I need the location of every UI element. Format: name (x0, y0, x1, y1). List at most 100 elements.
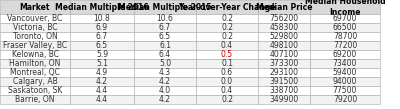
Text: 77500: 77500 (333, 86, 357, 95)
FancyBboxPatch shape (134, 68, 196, 77)
Text: Hamilton, ON: Hamilton, ON (9, 59, 61, 68)
FancyBboxPatch shape (0, 41, 70, 50)
FancyBboxPatch shape (258, 23, 310, 32)
FancyBboxPatch shape (70, 23, 134, 32)
Text: 458300: 458300 (270, 23, 298, 32)
Text: Median Price: Median Price (256, 3, 312, 12)
Text: 5.0: 5.0 (159, 59, 171, 68)
Text: 6.7: 6.7 (96, 32, 108, 41)
Text: 66500: 66500 (333, 23, 357, 32)
Text: 6.9: 6.9 (96, 23, 108, 32)
FancyBboxPatch shape (196, 59, 258, 68)
FancyBboxPatch shape (258, 86, 310, 95)
Text: 6.7: 6.7 (159, 23, 171, 32)
FancyBboxPatch shape (0, 0, 70, 14)
FancyBboxPatch shape (196, 77, 258, 86)
FancyBboxPatch shape (134, 50, 196, 59)
Text: 498100: 498100 (270, 41, 298, 50)
Text: 5.9: 5.9 (96, 50, 108, 59)
FancyBboxPatch shape (310, 68, 380, 77)
FancyBboxPatch shape (258, 50, 310, 59)
Text: 73400: 73400 (333, 59, 357, 68)
Text: Median Household Income: Median Household Income (305, 0, 385, 17)
FancyBboxPatch shape (196, 86, 258, 95)
FancyBboxPatch shape (0, 59, 70, 68)
FancyBboxPatch shape (258, 68, 310, 77)
Text: Median Multiple 2016: Median Multiple 2016 (55, 3, 149, 12)
FancyBboxPatch shape (310, 0, 380, 14)
Text: 756200: 756200 (270, 14, 298, 23)
Text: Vancouver, BC: Vancouver, BC (7, 14, 63, 23)
Text: 79200: 79200 (333, 95, 357, 104)
FancyBboxPatch shape (134, 0, 196, 14)
Text: 4.4: 4.4 (96, 86, 108, 95)
Text: 10.6: 10.6 (156, 14, 174, 23)
Text: 6.4: 6.4 (159, 50, 171, 59)
Text: Victoria, BC: Victoria, BC (13, 23, 57, 32)
FancyBboxPatch shape (70, 77, 134, 86)
FancyBboxPatch shape (258, 77, 310, 86)
Text: Barrie, ON: Barrie, ON (15, 95, 55, 104)
Text: 6.5: 6.5 (159, 32, 171, 41)
Text: Market: Market (20, 3, 50, 12)
FancyBboxPatch shape (70, 14, 134, 23)
FancyBboxPatch shape (70, 95, 134, 104)
Text: 4.4: 4.4 (96, 95, 108, 104)
FancyBboxPatch shape (0, 23, 70, 32)
Text: 69700: 69700 (333, 14, 357, 23)
FancyBboxPatch shape (134, 86, 196, 95)
FancyBboxPatch shape (0, 50, 70, 59)
Text: Median Multiple 2015: Median Multiple 2015 (118, 3, 212, 12)
Text: Fraser Valley, BC: Fraser Valley, BC (3, 41, 67, 50)
Text: Calgary, AB: Calgary, AB (13, 77, 57, 86)
Text: 373300: 373300 (269, 59, 299, 68)
Text: 4.2: 4.2 (159, 95, 171, 104)
FancyBboxPatch shape (196, 0, 258, 14)
FancyBboxPatch shape (134, 41, 196, 50)
Text: 0.2: 0.2 (221, 14, 233, 23)
Text: 69200: 69200 (333, 50, 357, 59)
FancyBboxPatch shape (258, 59, 310, 68)
Text: 293100: 293100 (270, 68, 298, 77)
FancyBboxPatch shape (0, 86, 70, 95)
Text: 4.2: 4.2 (96, 77, 108, 86)
FancyBboxPatch shape (70, 0, 134, 14)
FancyBboxPatch shape (310, 86, 380, 95)
Text: 0.5: 0.5 (221, 50, 233, 59)
FancyBboxPatch shape (196, 41, 258, 50)
Text: 10.8: 10.8 (94, 14, 110, 23)
FancyBboxPatch shape (310, 59, 380, 68)
FancyBboxPatch shape (258, 32, 310, 41)
FancyBboxPatch shape (258, 95, 310, 104)
FancyBboxPatch shape (0, 14, 70, 23)
FancyBboxPatch shape (310, 77, 380, 86)
Text: 0.4: 0.4 (221, 86, 233, 95)
Text: 338700: 338700 (270, 86, 298, 95)
Text: 0.4: 0.4 (221, 41, 233, 50)
Text: 59400: 59400 (333, 68, 357, 77)
Text: 6.5: 6.5 (96, 41, 108, 50)
Text: 0.1: 0.1 (221, 59, 233, 68)
Text: 0.2: 0.2 (221, 95, 233, 104)
FancyBboxPatch shape (134, 14, 196, 23)
Text: Saskatoon, SK: Saskatoon, SK (8, 86, 62, 95)
FancyBboxPatch shape (310, 50, 380, 59)
FancyBboxPatch shape (258, 14, 310, 23)
FancyBboxPatch shape (310, 23, 380, 32)
Text: 77200: 77200 (333, 41, 357, 50)
FancyBboxPatch shape (70, 59, 134, 68)
FancyBboxPatch shape (70, 86, 134, 95)
Text: 407100: 407100 (270, 50, 298, 59)
FancyBboxPatch shape (70, 50, 134, 59)
Text: Montreal, QC: Montreal, QC (10, 68, 60, 77)
FancyBboxPatch shape (196, 95, 258, 104)
FancyBboxPatch shape (70, 32, 134, 41)
FancyBboxPatch shape (258, 0, 310, 14)
Text: Toronto, ON: Toronto, ON (13, 32, 57, 41)
FancyBboxPatch shape (196, 14, 258, 23)
FancyBboxPatch shape (310, 32, 380, 41)
FancyBboxPatch shape (134, 95, 196, 104)
Text: 4.0: 4.0 (159, 86, 171, 95)
Text: Year-over-Year Change: Year-over-Year Change (178, 3, 276, 12)
Text: 4.3: 4.3 (159, 68, 171, 77)
